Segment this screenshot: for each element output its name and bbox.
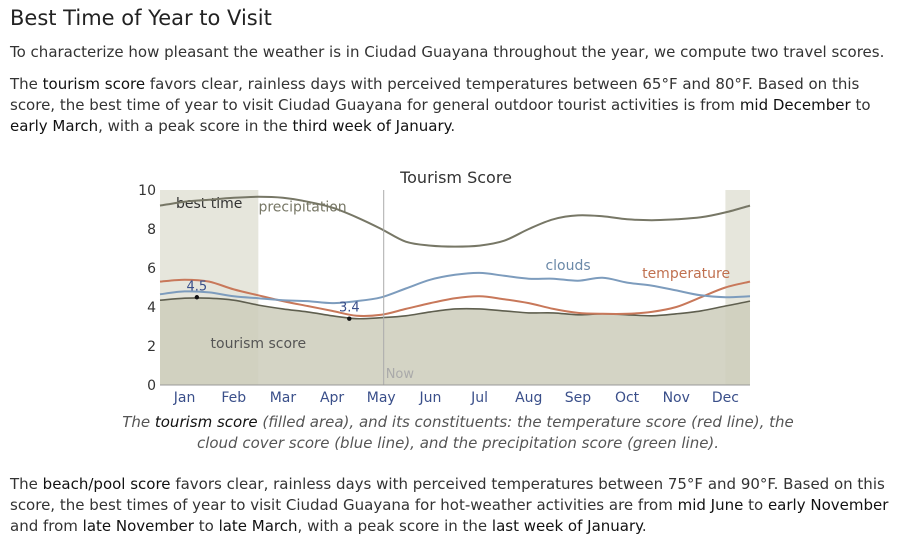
beach-second-end: late March — [218, 517, 298, 535]
score-annotation-dot — [194, 295, 200, 300]
x-tick-label: Jun — [418, 390, 441, 406]
y-tick-label: 0 — [147, 378, 156, 394]
score-annotation-label: 4.5 — [187, 279, 208, 294]
beach-paragraph: The beach/pool score favors clear, rainl… — [10, 474, 895, 537]
chart-caption: The tourism score (filled area), and its… — [100, 412, 816, 454]
intro-paragraph: To characterize how pleasant the weather… — [10, 43, 885, 61]
precipitation-label: precipitation — [258, 199, 346, 215]
beach-peak-date: last week of January — [491, 517, 642, 535]
clouds-line — [159, 271, 751, 305]
best-end-date: early March — [10, 117, 99, 135]
beach-second-start: late November — [82, 517, 194, 535]
text-run: The — [10, 475, 43, 493]
y-tick-label: 4 — [147, 300, 156, 316]
temperature-line — [159, 278, 751, 318]
x-tick-label: Jul — [470, 390, 488, 406]
tourism-score-outline — [159, 297, 751, 320]
x-tick-label: Mar — [270, 390, 297, 406]
text-run: . — [450, 117, 456, 135]
x-tick-label: Apr — [320, 390, 344, 406]
chart-title: Tourism Score — [399, 168, 512, 187]
best-start-date: mid December — [739, 96, 851, 114]
text-run: and from — [10, 517, 83, 535]
beach-score-term: beach/pool score — [42, 475, 171, 493]
x-tick-label: May — [367, 390, 396, 406]
beach-end-date: early November — [767, 496, 889, 514]
x-tick-label: Sep — [565, 390, 592, 406]
x-tick-label: Dec — [712, 390, 739, 406]
text-run: favors clear, rainless days with perceiv… — [10, 75, 860, 114]
text-run: , with a peak score in the — [297, 517, 492, 535]
tourism-score-label: tourism score — [211, 336, 307, 352]
caption-tourism-term: tourism score — [154, 413, 258, 431]
precipitation-line — [159, 195, 751, 248]
section-heading: Best Time of Year to Visit — [10, 6, 272, 30]
text-run: to — [193, 517, 219, 535]
x-tick-label: Oct — [615, 390, 640, 406]
y-tick-label: 2 — [147, 339, 156, 355]
text-run: to — [850, 96, 871, 114]
now-label: Now — [386, 367, 415, 382]
score-annotation-label: 3.4 — [339, 301, 360, 316]
text-run: The — [122, 413, 155, 431]
y-tick-label: 10 — [138, 183, 156, 199]
text-run: to — [743, 496, 768, 514]
x-tick-label: Feb — [221, 390, 246, 406]
temperature-label: temperature — [642, 266, 730, 282]
score-annotation-dot — [347, 316, 352, 321]
x-tick-label: Aug — [515, 390, 542, 406]
y-tick-label: 6 — [147, 261, 156, 277]
text-run: . — [641, 517, 647, 535]
tourism-score-area — [160, 297, 750, 385]
text-run: The — [10, 75, 43, 93]
beach-start-date: mid June — [677, 496, 744, 514]
x-tick-label: Jan — [173, 390, 196, 406]
text-run: (filled area), and its constituents: the… — [196, 413, 794, 452]
y-tick-label: 8 — [147, 222, 156, 238]
text-run: , with a peak score in the — [98, 117, 293, 135]
x-tick-label: Nov — [663, 390, 690, 406]
tourism-score-term: tourism score — [42, 75, 146, 93]
tourism-paragraph: The tourism score favors clear, rainless… — [10, 74, 895, 137]
clouds-label: clouds — [545, 258, 590, 274]
peak-date: third week of January — [292, 117, 451, 135]
text-run: favors clear, rainless days with perceiv… — [10, 475, 885, 514]
